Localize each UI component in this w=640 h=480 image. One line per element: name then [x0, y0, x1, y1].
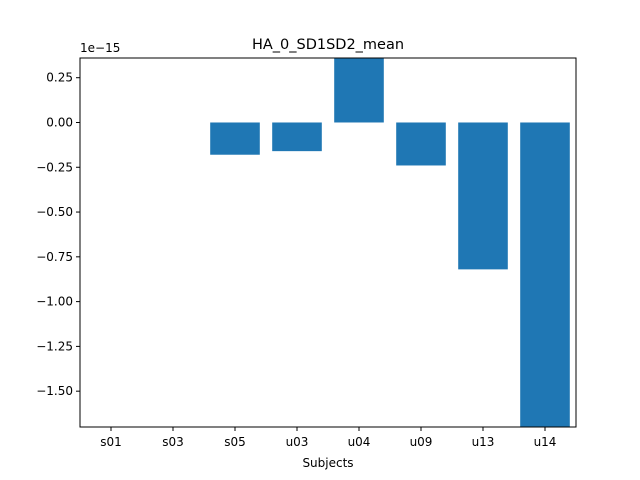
x-tick-label: s05: [224, 435, 246, 449]
y-tick-label: −1.50: [36, 384, 73, 398]
x-tick-label: u03: [286, 435, 309, 449]
x-tick-label: u13: [472, 435, 495, 449]
y-tick-label: −0.25: [36, 160, 73, 174]
x-tick-label: u09: [410, 435, 433, 449]
plot-frame: [79, 57, 577, 428]
bar-u14: [520, 122, 570, 427]
bars-group: [210, 58, 570, 427]
x-tick-label: u14: [534, 435, 557, 449]
x-axis-label: Subjects: [302, 456, 353, 470]
x-tick-label: u04: [348, 435, 371, 449]
x-tick-label: s03: [162, 435, 184, 449]
bar-u04: [334, 58, 384, 123]
bar-u03: [272, 122, 322, 152]
y-tick-label: −1.00: [36, 295, 73, 309]
bar-s05: [210, 122, 260, 155]
x-tick-label: s01: [100, 435, 122, 449]
bar-u09: [396, 122, 446, 166]
y-tick-label: −0.50: [36, 205, 73, 219]
chart-title: HA_0_SD1SD2_mean: [252, 37, 404, 53]
y-tick-label: −0.75: [36, 250, 73, 264]
y-tick-label: 0.00: [46, 115, 73, 129]
y-tick-label: 0.25: [46, 71, 73, 85]
y-axis: 0.25 0.00 −0.25 −0.50 −0.75 −1.00 −1.25 −1.50: [36, 71, 80, 398]
bar-u13: [458, 122, 508, 270]
x-axis: s01 s03 s05 u03 u04 u09 u13 u14: [100, 427, 556, 449]
y-offset-label: 1e−15: [80, 41, 120, 55]
y-tick-label: −1.25: [36, 339, 73, 353]
